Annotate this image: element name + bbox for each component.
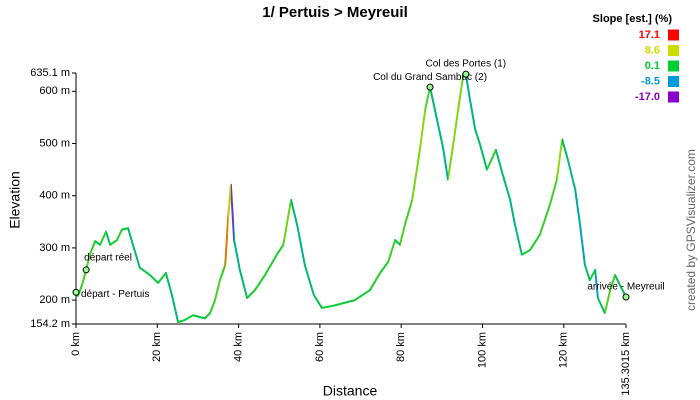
y-tick-label: 154.2 m [30, 318, 70, 330]
credit: created by GPSVisualizer.com [684, 149, 698, 311]
legend-label: -8.5 [641, 75, 660, 87]
waypoint-marker [622, 293, 630, 301]
y-axis-title: Elevation [7, 171, 23, 229]
legend-swatch [668, 29, 679, 41]
waypoint-label: Col des Portes (1) [426, 59, 507, 70]
y-tick-label: 500 m [39, 137, 70, 149]
x-tick-label: 60 km [314, 332, 326, 362]
chart-title: 1/ Pertuis > Meyreuil [262, 4, 407, 21]
y-tick-label: 200 m [39, 294, 70, 306]
x-axis-title: Distance [323, 383, 378, 399]
legend-label: 17.1 [639, 29, 660, 41]
elevation-line [75, 73, 627, 324]
waypoint-label: arrivée - Meyreuil [587, 282, 664, 293]
legend-swatch [668, 45, 679, 56]
y-tick-label: 300 m [39, 242, 70, 254]
legend-label: 8.6 [645, 44, 660, 56]
legend-swatch [668, 91, 679, 103]
legend-title: Slope [est.] (%) [593, 13, 673, 25]
y-tick-label: 600 m [39, 85, 70, 97]
y-tick-label: 400 m [39, 190, 70, 202]
legend-swatch [668, 60, 679, 72]
x-tick-label: 80 km [395, 332, 407, 362]
x-tick-label: 40 km [233, 332, 245, 362]
waypoint-marker [72, 288, 80, 296]
x-tick-label: 20 km [151, 332, 163, 362]
waypoint-marker [462, 70, 470, 78]
legend-label: -17.0 [635, 91, 660, 103]
x-tick-label: 120 km [558, 332, 570, 368]
x-tick-label: 0 km [70, 332, 82, 356]
x-tick-label: 100 km [476, 332, 488, 368]
legend-swatch [668, 76, 679, 87]
x-tick-label: 135.3015 km [620, 332, 632, 396]
waypoint-label: départ - Pertuis [81, 289, 149, 300]
waypoint-marker [82, 266, 90, 274]
y-tick-label: 635.1 m [30, 67, 70, 79]
legend-label: 0.1 [645, 60, 660, 72]
waypoint-marker [426, 83, 434, 91]
waypoint-label: départ réel [84, 252, 132, 263]
waypoint-label: Col du Grand Sambuc (2) [373, 72, 487, 83]
